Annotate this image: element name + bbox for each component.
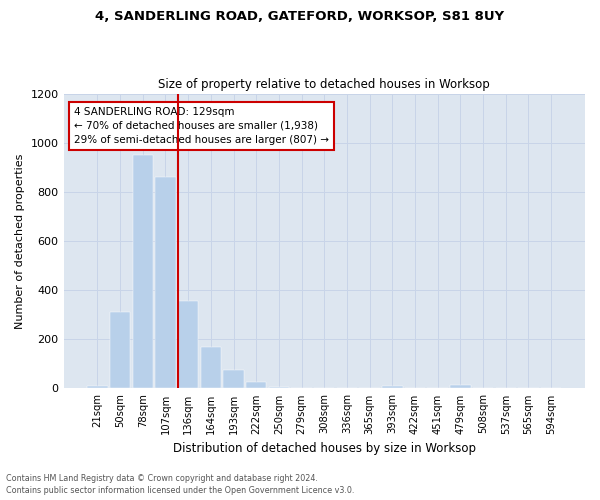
Bar (155, 177, 176, 388)
Bar (269, 387, 289, 388)
Bar (200, 346, 221, 389)
Bar (110, 312, 130, 388)
Bar (178, 301, 199, 388)
Bar (450, 384, 470, 388)
Text: Contains HM Land Registry data © Crown copyright and database right 2024.
Contai: Contains HM Land Registry data © Crown c… (6, 474, 355, 495)
X-axis label: Distribution of detached houses by size in Worksop: Distribution of detached houses by size … (173, 442, 476, 455)
Text: 4, SANDERLING ROAD, GATEFORD, WORKSOP, S81 8UY: 4, SANDERLING ROAD, GATEFORD, WORKSOP, S… (95, 10, 505, 23)
Y-axis label: Number of detached properties: Number of detached properties (15, 154, 25, 328)
Bar (133, 155, 153, 388)
Bar (87, 386, 107, 388)
Bar (246, 382, 266, 388)
Text: 4 SANDERLING ROAD: 129sqm
← 70% of detached houses are smaller (1,938)
29% of se: 4 SANDERLING ROAD: 129sqm ← 70% of detac… (74, 107, 329, 145)
Bar (223, 370, 244, 388)
Title: Size of property relative to detached houses in Worksop: Size of property relative to detached ho… (158, 78, 490, 91)
Bar (382, 386, 403, 388)
